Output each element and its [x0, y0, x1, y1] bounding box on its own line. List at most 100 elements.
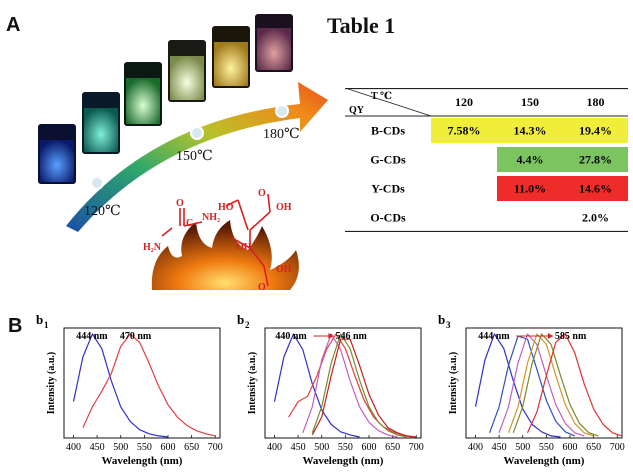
peak-shift-arrowhead [547, 333, 553, 339]
spectrum-line [489, 335, 575, 437]
x-tick-label: 700 [610, 442, 625, 453]
spectrum-line [526, 333, 623, 437]
table-cell: 7.58% [448, 124, 481, 138]
panel-label: b [438, 312, 445, 327]
x-tick-label: 500 [113, 442, 128, 453]
peak-shift-arrowhead [328, 333, 334, 339]
spectrum-line [82, 333, 216, 437]
spectrum-line [273, 333, 360, 438]
x-tick-label: 400 [267, 442, 282, 453]
table-column-header: 150 [521, 95, 539, 109]
table-column-header: 120 [455, 95, 473, 109]
x-axis-label: Wavelength (nm) [504, 455, 585, 467]
svg-text:NH₂: NH₂ [202, 212, 220, 223]
spectrum-line [311, 333, 407, 438]
x-tick-label: 550 [137, 442, 152, 453]
x-tick-label: 400 [468, 442, 483, 453]
svg-text:C: C [186, 218, 193, 229]
panel-letter-a: A [6, 14, 21, 36]
peak-label-start: 444 nm [478, 331, 510, 342]
x-tick-label: 400 [66, 442, 81, 453]
temp-label-180: 180℃ [263, 127, 300, 142]
peak-label-start: 444 nm [76, 331, 108, 342]
molecule-structure [161, 193, 271, 287]
x-tick-label: 450 [291, 442, 306, 453]
svg-text:O: O [258, 282, 266, 293]
arrow-dot-180 [275, 104, 289, 118]
peak-label-end: 546 nm [335, 331, 367, 342]
spectrum-line [302, 333, 398, 438]
x-tick-label: 650 [184, 442, 199, 453]
table-cell: 27.8% [579, 153, 612, 167]
vial-yellow [212, 26, 250, 88]
x-tick-label: 550 [539, 442, 554, 453]
table-cell-fill [497, 176, 563, 201]
vial-blue [38, 124, 76, 184]
table-cell-fill [563, 176, 628, 201]
spectra-chart-b1: b 1 400 450 500 550 600 650 700 Wavelength (nm) In… [36, 312, 223, 467]
x-tick-label: 650 [385, 442, 400, 453]
x-tick-label: 700 [208, 442, 223, 453]
plot-frame [465, 327, 623, 439]
table-cell-fill [497, 147, 563, 172]
x-tick-label: 650 [586, 442, 601, 453]
vial-green [124, 62, 162, 126]
table-header-qy: QY [349, 105, 365, 116]
spectra-chart-b3: b 3 400 450 500 550 600 650 700 Wavelength (nm) In… [438, 312, 625, 467]
spectrum-line [512, 333, 599, 437]
plot-frame [264, 327, 422, 439]
temp-label-120: 120℃ [84, 204, 121, 219]
spectrum-line [288, 333, 412, 438]
table-row-label: G-CDs [370, 153, 406, 167]
temperature-arrow [66, 82, 328, 232]
table-cell-fill [563, 147, 628, 172]
table-corner-diagonal [345, 88, 432, 117]
table-cell: 14.6% [579, 182, 612, 196]
x-tick-label: 600 [563, 442, 578, 453]
table-cell: 2.0% [582, 211, 609, 225]
table-cell: 11.0% [514, 182, 546, 196]
table-header-t: T ℃ [371, 91, 392, 102]
peak-label-start: 440 nm [275, 331, 307, 342]
x-tick-label: 700 [409, 442, 424, 453]
molecule-labels: O C NH₂ H₂N HO O OH OH O OH [143, 188, 292, 293]
panel-label-sub: 1 [44, 320, 49, 330]
arrow-dot-120 [90, 176, 104, 190]
arrow-dot-150 [190, 126, 204, 140]
x-tick-label: 550 [338, 442, 353, 453]
vial-teal [82, 92, 120, 154]
svg-text:H₂N: H₂N [143, 242, 162, 253]
qy-table: T ℃ QY 120 150 180 7.58% 14.3% 19.4% B-CDs 4.4% 27… [345, 88, 628, 232]
x-axis-label: Wavelength (nm) [303, 455, 384, 467]
spectrum-line [474, 333, 561, 438]
panel-label: b [36, 312, 43, 327]
table-cell-fill [497, 118, 563, 143]
x-tick-label: 500 [515, 442, 530, 453]
table-cell-fill [563, 118, 628, 143]
svg-text:O: O [258, 188, 266, 199]
panel-label-sub: 3 [446, 320, 451, 330]
panel-label-sub: 2 [245, 320, 250, 330]
table-row-label: Y-CDs [371, 182, 405, 196]
table-row-label: O-CDs [370, 211, 406, 225]
panel-label: b [237, 312, 244, 327]
svg-text:OH: OH [276, 264, 292, 275]
spectrum-line [498, 333, 585, 437]
x-tick-label: 600 [362, 442, 377, 453]
panel-a-illustration: O C NH₂ H₂N HO O OH OH O OH [38, 14, 328, 293]
spectrum-line [72, 333, 169, 438]
plot-frame [63, 327, 221, 439]
spectrum-line [507, 333, 594, 437]
x-tick-label: 450 [492, 442, 507, 453]
svg-text:OH: OH [236, 242, 252, 253]
table-title: Table 1 [327, 13, 396, 38]
table-cell: 4.4% [517, 153, 544, 167]
vial-rose [255, 14, 293, 72]
table-row-label: B-CDs [371, 124, 405, 138]
spectra-chart-b2: b 2 400 450 500 550 600 650 700 Wavelength (nm) In… [237, 312, 424, 467]
table-cell-fill [431, 118, 497, 143]
table-cell: 19.4% [579, 124, 612, 138]
peak-label-end: 470 nm [120, 331, 152, 342]
panel-letter-b: B [8, 315, 23, 337]
y-axis-label: Intensity (a.u.) [46, 352, 57, 415]
